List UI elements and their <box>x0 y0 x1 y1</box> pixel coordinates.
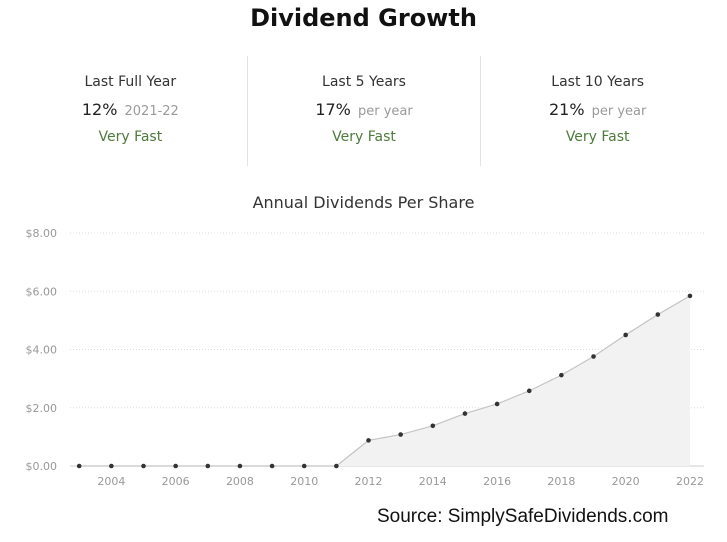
stat-suffix: 2021-22 <box>124 104 179 119</box>
stat-value: 17% <box>315 100 351 119</box>
data-point <box>366 438 371 443</box>
stat-value: 12% <box>81 100 118 119</box>
data-point <box>623 332 628 338</box>
data-point <box>655 312 661 317</box>
data-point <box>109 463 114 469</box>
data-point <box>687 293 693 299</box>
data-point <box>591 354 596 359</box>
stat-suffix: per year <box>357 104 413 119</box>
stat-label: Last Full Year <box>84 74 177 90</box>
data-point <box>237 463 243 469</box>
x-tick-label: 2022 <box>676 475 704 488</box>
stat-value-row: 17% per year <box>248 100 481 119</box>
y-tick-label: $8.00 <box>26 227 58 240</box>
data-point <box>526 388 532 394</box>
x-tick-label: 2014 <box>419 475 447 488</box>
stat-rating: Very Fast <box>332 129 396 145</box>
stat-value-row: 12% 2021-22 <box>14 100 247 119</box>
source-credit: Source: SimplySafeDividends.com <box>377 506 669 527</box>
stat-value-row: 21% per year <box>481 100 714 119</box>
x-tick-label: 2016 <box>483 475 511 488</box>
series-area <box>79 295 690 466</box>
data-point <box>173 463 178 469</box>
stat-rating: Very Fast <box>565 129 630 145</box>
data-point <box>76 463 82 469</box>
series-line <box>79 295 691 467</box>
x-tick-label: 2004 <box>97 475 125 488</box>
data-point <box>494 401 500 407</box>
y-tick-label: $2.00 <box>26 402 58 415</box>
y-tick-label: $6.00 <box>26 285 58 298</box>
data-point <box>398 432 403 437</box>
stat-label: Last 10 Years <box>551 74 645 90</box>
stat-last-5-years: Last 5 Years 17% per year Very Fast <box>248 56 482 166</box>
data-point <box>559 372 564 378</box>
stat-suffix: per year <box>591 104 647 119</box>
x-tick-label: 2018 <box>547 475 575 488</box>
page-title: Dividend Growth <box>250 4 477 32</box>
stat-rating: Very Fast <box>98 129 163 145</box>
data-point <box>462 411 468 416</box>
stat-last-full-year: Last Full Year 12% 2021-22 Very Fast <box>14 56 248 166</box>
data-point <box>205 463 211 469</box>
data-point <box>430 423 436 429</box>
y-tick-label: $4.00 <box>26 344 58 357</box>
data-point <box>301 463 307 469</box>
stat-value: 21% <box>548 100 585 119</box>
x-tick-label: 2008 <box>226 475 254 488</box>
x-tick-label: 2010 <box>290 475 318 488</box>
x-tick-label: 2012 <box>355 475 383 488</box>
data-point <box>269 463 275 469</box>
stat-last-10-years: Last 10 Years 21% per year Very Fast <box>481 56 714 166</box>
chart-title: Annual Dividends Per Share <box>252 193 475 212</box>
x-tick-label: 2006 <box>162 475 190 488</box>
y-tick-label: $0.00 <box>26 460 58 473</box>
stats-panel: Last Full Year 12% 2021-22 Very Fast Las… <box>14 56 714 166</box>
stat-label: Last 5 Years <box>322 74 406 90</box>
data-point <box>334 463 339 469</box>
x-tick-label: 2020 <box>612 475 640 488</box>
data-point <box>141 463 146 469</box>
